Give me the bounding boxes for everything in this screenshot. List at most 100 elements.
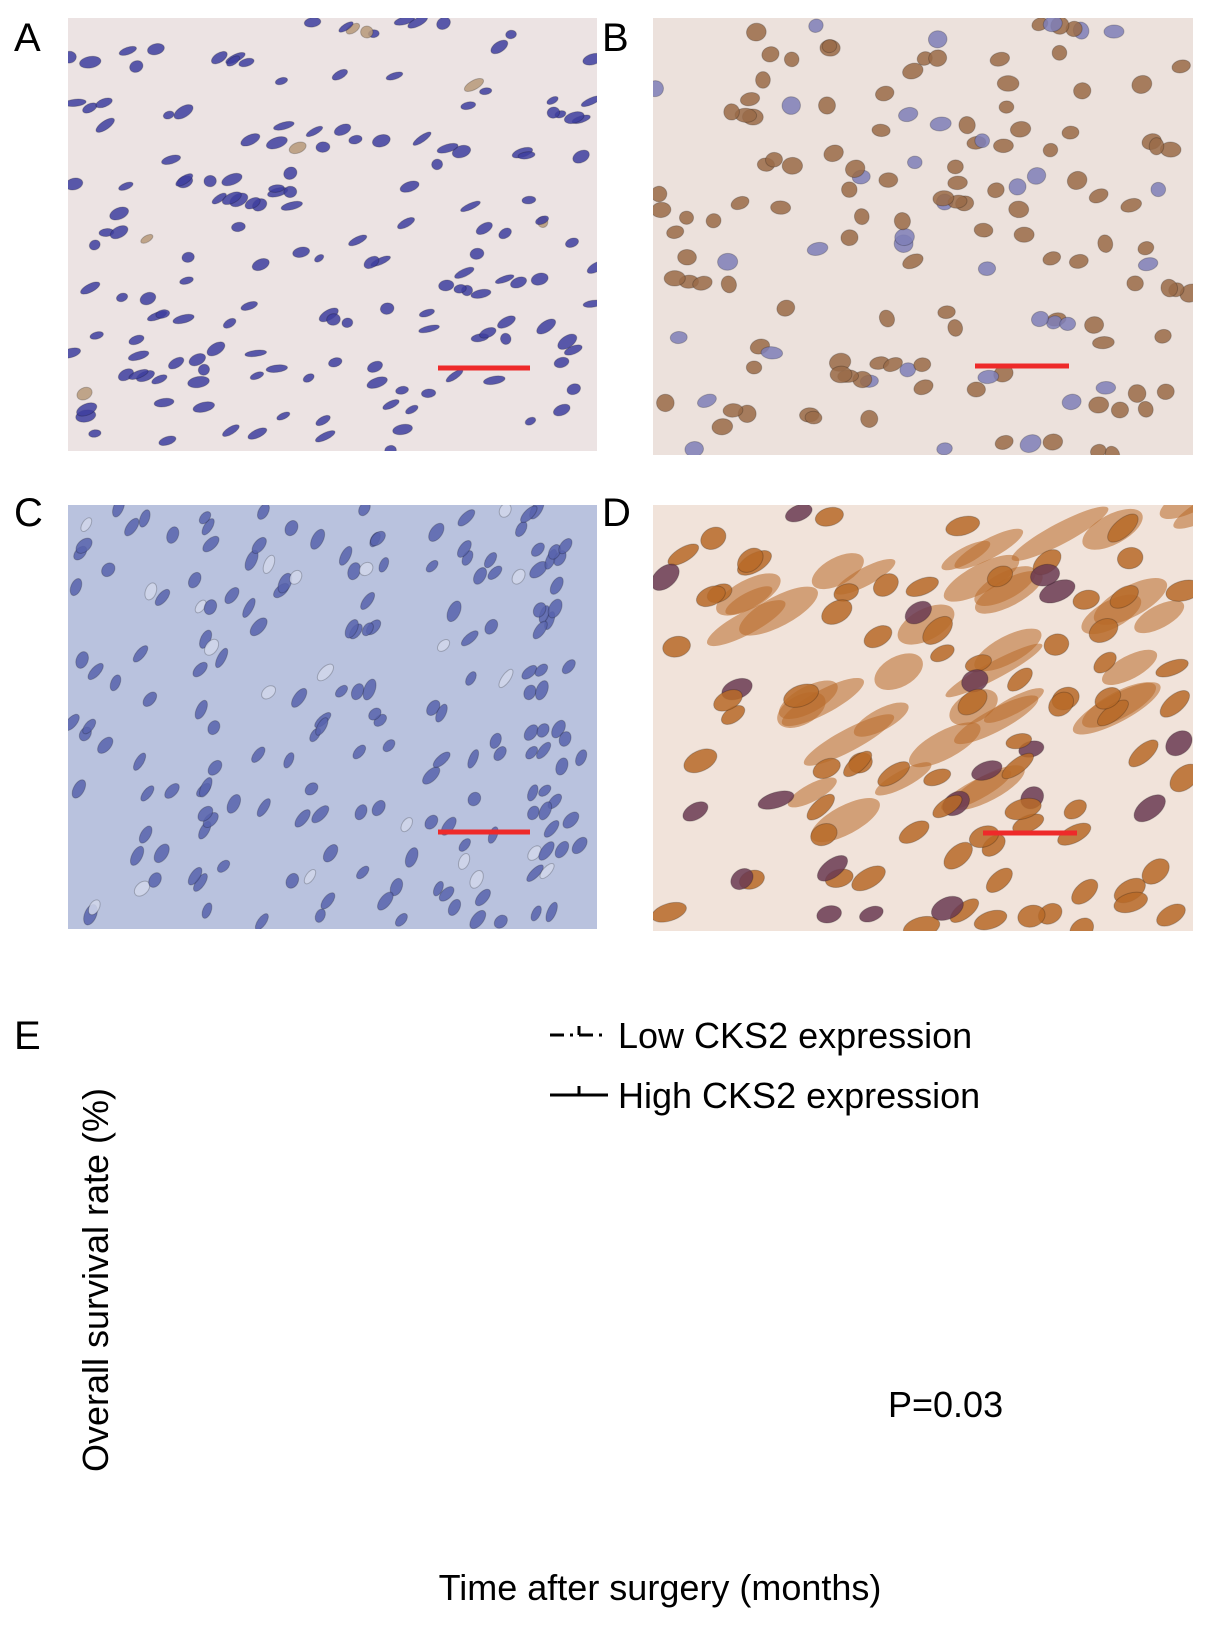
cell-nucleus xyxy=(76,386,93,401)
cell-nucleus xyxy=(493,746,507,762)
cell-nucleus xyxy=(1066,170,1088,191)
cell-nucleus xyxy=(898,106,919,123)
cell-nucleus xyxy=(913,357,932,373)
cell-nucleus xyxy=(451,144,472,159)
cell-nucleus xyxy=(905,576,939,598)
cell-nucleus xyxy=(482,375,506,386)
cytoplasm-stain xyxy=(787,777,837,808)
cell-nucleus xyxy=(1001,752,1035,780)
cell-nucleus xyxy=(546,96,559,105)
cell-nucleus xyxy=(490,39,509,55)
cell-nucleus xyxy=(394,912,408,927)
cell-nucleus xyxy=(109,674,122,692)
cell-nucleus xyxy=(711,418,734,436)
cell-nucleus xyxy=(517,151,536,160)
cell-nucleus xyxy=(285,872,300,889)
cell-nucleus xyxy=(82,718,97,735)
cell-nucleus xyxy=(1073,82,1092,100)
cell-nucleus xyxy=(783,683,820,708)
cell-nucleus xyxy=(882,356,903,373)
cell-nucleus xyxy=(348,134,363,145)
cell-nucleus xyxy=(1154,328,1172,344)
cell-nucleus xyxy=(532,620,548,640)
cell-nucleus xyxy=(256,798,271,818)
cell-nucleus xyxy=(974,133,991,149)
cell-nucleus xyxy=(261,685,277,700)
cell-nucleus xyxy=(656,393,675,413)
cell-nucleus xyxy=(1107,513,1139,543)
cell-nucleus xyxy=(859,905,884,923)
cell-nucleus xyxy=(420,388,437,399)
cell-nucleus xyxy=(68,347,82,359)
cell-nucleus xyxy=(132,752,147,771)
cell-nucleus xyxy=(932,190,955,207)
cell-nucleus xyxy=(784,505,813,523)
cell-nucleus xyxy=(1026,167,1047,185)
cell-nucleus xyxy=(1093,651,1117,674)
cell-nucleus xyxy=(203,599,218,616)
cell-nucleus xyxy=(161,154,182,166)
cytoplasm-stain xyxy=(853,702,909,737)
cell-nucleus xyxy=(682,801,709,822)
cell-nucleus xyxy=(207,759,223,776)
cell-nucleus xyxy=(392,423,413,436)
cell-nucleus xyxy=(558,731,572,747)
cell-nucleus xyxy=(562,811,580,829)
cell-nucleus xyxy=(1030,563,1061,587)
cell-nucleus xyxy=(929,116,952,132)
cell-nucleus xyxy=(720,275,737,294)
cell-nucleus xyxy=(432,751,451,768)
cell-nucleus xyxy=(69,578,83,597)
cell-nucleus xyxy=(555,757,569,776)
cell-nucleus xyxy=(945,515,981,537)
cell-nucleus xyxy=(524,416,537,426)
cell-nucleus xyxy=(198,511,212,525)
cell-nucleus xyxy=(765,151,783,168)
cell-nucleus xyxy=(1017,904,1046,928)
cell-nucleus xyxy=(902,915,941,931)
cell-nucleus xyxy=(475,221,493,236)
micrograph-a xyxy=(68,18,597,451)
cell-nucleus xyxy=(465,671,477,686)
cell-nucleus xyxy=(474,888,491,907)
cell-nucleus xyxy=(739,91,761,107)
cell-nucleus xyxy=(371,799,386,817)
cell-nucleus xyxy=(202,535,220,553)
cell-nucleus xyxy=(536,723,550,738)
cell-nucleus xyxy=(412,131,432,146)
cell-nucleus xyxy=(523,724,539,741)
cell-nucleus xyxy=(310,528,326,550)
cell-nucleus xyxy=(1048,691,1075,717)
cell-nucleus xyxy=(521,195,537,205)
cell-nucleus xyxy=(971,760,1003,781)
cell-nucleus xyxy=(705,213,722,229)
cell-nucleus xyxy=(251,536,267,554)
cell-nucleus xyxy=(1009,120,1032,138)
cell-nucleus xyxy=(678,210,695,225)
cell-nucleus xyxy=(198,777,213,798)
cell-nucleus xyxy=(1068,253,1089,269)
cell-nucleus xyxy=(371,134,391,148)
cell-nucleus xyxy=(315,414,331,427)
cell-nucleus xyxy=(538,841,555,861)
cell-nucleus xyxy=(746,22,767,42)
cell-nucleus xyxy=(216,859,231,873)
cell-nucleus xyxy=(808,18,824,33)
cell-nucleus xyxy=(153,843,170,864)
cell-nucleus xyxy=(404,847,419,868)
cell-nucleus xyxy=(179,276,194,285)
cell-nucleus xyxy=(164,782,180,799)
cell-nucleus xyxy=(582,52,597,66)
cell-nucleus xyxy=(382,739,396,753)
cell-nucleus xyxy=(946,159,964,175)
cell-nucleus xyxy=(1109,585,1139,609)
cell-nucleus xyxy=(1088,617,1119,644)
cytoplasm-stain xyxy=(875,762,932,796)
cell-nucleus xyxy=(498,227,512,240)
cell-nucleus xyxy=(1095,380,1117,395)
cell-nucleus xyxy=(523,684,537,701)
cell-nucleus xyxy=(133,880,151,897)
cell-nucleus xyxy=(563,111,585,125)
cell-nucleus xyxy=(348,234,368,247)
cell-nucleus xyxy=(781,96,801,115)
